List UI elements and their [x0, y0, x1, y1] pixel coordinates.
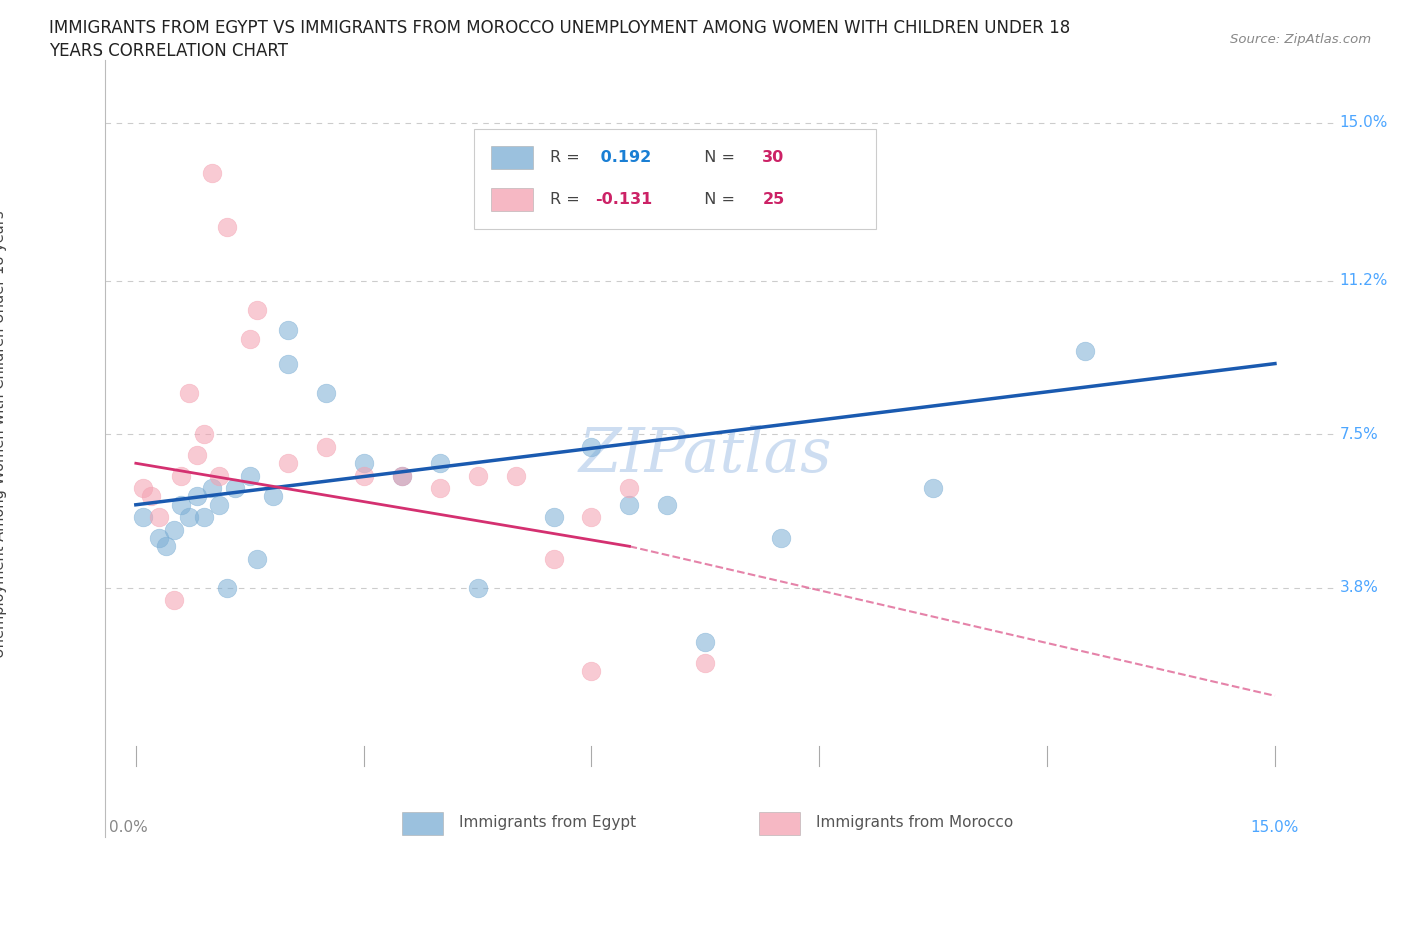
Point	[277, 456, 299, 471]
Point	[224, 481, 246, 496]
Text: 11.2%: 11.2%	[1340, 273, 1388, 288]
Point	[429, 481, 451, 496]
Point	[186, 447, 208, 462]
Text: R =: R =	[550, 193, 585, 207]
Point	[163, 523, 186, 538]
Text: 15.0%: 15.0%	[1251, 820, 1299, 835]
Text: 25: 25	[762, 193, 785, 207]
Point	[543, 551, 565, 566]
Point	[177, 385, 200, 400]
FancyBboxPatch shape	[491, 189, 533, 211]
Point	[695, 634, 717, 649]
Point	[163, 592, 186, 607]
Text: Unemployment Among Women with Children Under 18 years: Unemployment Among Women with Children U…	[0, 210, 7, 658]
Point	[246, 551, 269, 566]
Point	[353, 456, 375, 471]
Point	[193, 510, 215, 525]
Text: Source: ZipAtlas.com: Source: ZipAtlas.com	[1230, 33, 1371, 46]
Point	[139, 489, 162, 504]
Point	[201, 481, 224, 496]
Point	[315, 385, 337, 400]
FancyBboxPatch shape	[402, 812, 443, 835]
Text: 3.8%: 3.8%	[1340, 580, 1378, 595]
Point	[1074, 344, 1097, 359]
Text: 7.5%: 7.5%	[1340, 427, 1378, 442]
Point	[505, 469, 527, 484]
Point	[277, 323, 299, 338]
Point	[770, 531, 793, 546]
Point	[208, 498, 231, 512]
Point	[201, 166, 224, 180]
Text: Immigrants from Morocco: Immigrants from Morocco	[815, 815, 1012, 830]
Point	[155, 538, 177, 553]
Point	[391, 469, 413, 484]
FancyBboxPatch shape	[474, 129, 876, 229]
Text: 0.192: 0.192	[595, 151, 651, 166]
Text: R =: R =	[550, 151, 585, 166]
Point	[186, 489, 208, 504]
Text: IMMIGRANTS FROM EGYPT VS IMMIGRANTS FROM MOROCCO UNEMPLOYMENT AMONG WOMEN WITH C: IMMIGRANTS FROM EGYPT VS IMMIGRANTS FROM…	[49, 19, 1070, 36]
Point	[922, 481, 945, 496]
Point	[208, 469, 231, 484]
Point	[657, 498, 679, 512]
Point	[132, 481, 155, 496]
Point	[148, 510, 170, 525]
Point	[239, 469, 262, 484]
Point	[353, 469, 375, 484]
Point	[170, 498, 193, 512]
Point	[315, 439, 337, 454]
Point	[543, 510, 565, 525]
Text: N =: N =	[695, 151, 740, 166]
Text: -0.131: -0.131	[595, 193, 652, 207]
Point	[619, 481, 641, 496]
Point	[581, 663, 603, 678]
Point	[170, 469, 193, 484]
Point	[132, 510, 155, 525]
FancyBboxPatch shape	[759, 812, 800, 835]
Point	[177, 510, 200, 525]
Point	[215, 219, 238, 234]
Point	[581, 510, 603, 525]
Point	[467, 580, 489, 595]
Text: 30: 30	[762, 151, 785, 166]
Text: 0.0%: 0.0%	[110, 820, 148, 835]
Text: 15.0%: 15.0%	[1340, 115, 1388, 130]
Point	[215, 580, 238, 595]
Text: YEARS CORRELATION CHART: YEARS CORRELATION CHART	[49, 42, 288, 60]
Point	[277, 356, 299, 371]
Text: Immigrants from Egypt: Immigrants from Egypt	[458, 815, 636, 830]
Point	[391, 469, 413, 484]
Point	[429, 456, 451, 471]
FancyBboxPatch shape	[491, 146, 533, 169]
Point	[619, 498, 641, 512]
Point	[467, 469, 489, 484]
Point	[581, 439, 603, 454]
Point	[239, 331, 262, 346]
Point	[695, 655, 717, 670]
Text: ZIPatlas: ZIPatlas	[579, 425, 832, 485]
Point	[148, 531, 170, 546]
Text: N =: N =	[695, 193, 740, 207]
Point	[193, 427, 215, 442]
Point	[262, 489, 284, 504]
Point	[246, 302, 269, 317]
